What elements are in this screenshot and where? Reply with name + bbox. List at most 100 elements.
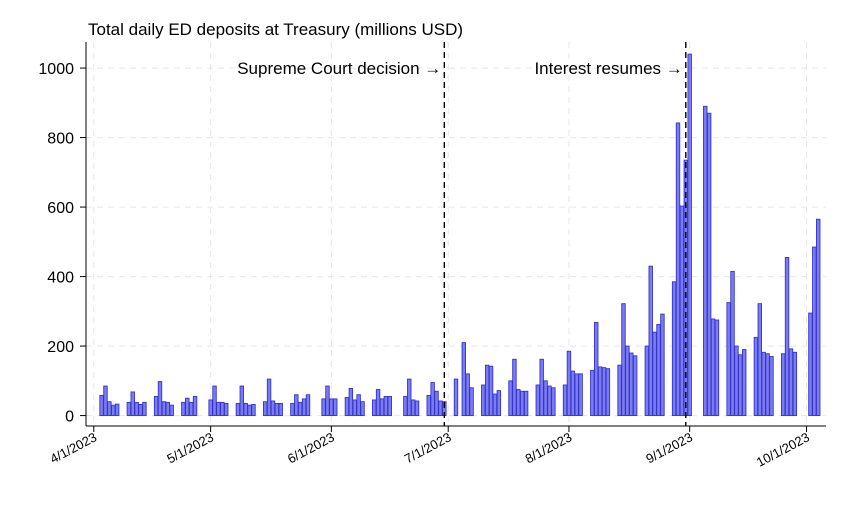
bar xyxy=(578,373,583,417)
bar xyxy=(625,345,630,417)
bar xyxy=(130,391,135,417)
bar xyxy=(481,384,486,417)
bar xyxy=(508,380,513,417)
bar xyxy=(757,303,762,417)
bar xyxy=(262,401,268,417)
bar xyxy=(594,321,599,417)
bar xyxy=(808,312,813,417)
bar xyxy=(208,399,213,417)
bar xyxy=(687,53,692,417)
bar xyxy=(621,303,626,417)
bar xyxy=(632,355,638,417)
bar xyxy=(703,105,708,417)
bar xyxy=(251,404,256,417)
bar xyxy=(617,364,622,417)
bar xyxy=(520,390,525,417)
bar xyxy=(547,385,552,417)
bar xyxy=(114,403,120,417)
bar xyxy=(157,381,163,417)
bar xyxy=(235,402,241,417)
bar xyxy=(375,389,381,417)
bar xyxy=(671,281,677,417)
bar xyxy=(333,398,338,417)
bar xyxy=(410,399,416,417)
bar xyxy=(247,404,252,417)
bar xyxy=(484,364,490,417)
grid-lines xyxy=(86,42,826,426)
bar xyxy=(652,331,657,417)
bar xyxy=(379,398,385,417)
bar xyxy=(753,336,759,417)
bar xyxy=(220,401,225,417)
x-tick-label: 5/1/2023 xyxy=(164,429,216,466)
bar xyxy=(816,218,821,417)
bar xyxy=(352,399,357,417)
bar xyxy=(298,401,303,417)
bar xyxy=(730,270,735,417)
bar xyxy=(523,390,529,417)
bar xyxy=(566,350,572,417)
bar xyxy=(679,205,685,417)
bar xyxy=(321,398,326,417)
bar xyxy=(372,399,377,417)
bar xyxy=(142,401,147,417)
y-tick-label: 800 xyxy=(47,131,74,148)
bar xyxy=(111,404,116,417)
bar xyxy=(103,385,108,417)
bar xyxy=(590,369,595,417)
bar xyxy=(126,401,132,417)
bar xyxy=(769,356,774,417)
bar xyxy=(788,348,794,417)
bar xyxy=(780,353,786,417)
annotations: Supreme Court decision → Interest resumes… xyxy=(237,59,683,78)
bar xyxy=(188,401,194,417)
bar xyxy=(161,401,167,417)
bar xyxy=(570,370,576,417)
bar xyxy=(512,358,517,417)
bar xyxy=(535,384,540,417)
x-tick-label: 4/1/2023 xyxy=(47,429,99,466)
bar xyxy=(239,385,244,417)
bar xyxy=(344,397,350,417)
bar xyxy=(492,393,498,417)
bar xyxy=(356,394,361,417)
bar xyxy=(305,394,311,417)
bar xyxy=(605,368,611,417)
bar xyxy=(99,394,104,417)
bar xyxy=(516,389,521,417)
bar xyxy=(765,353,770,417)
bar xyxy=(216,401,221,417)
bar xyxy=(329,398,334,417)
bar xyxy=(387,396,393,417)
bar xyxy=(597,366,603,417)
bar xyxy=(761,351,766,417)
supreme-court-annotation: Supreme Court decision → xyxy=(237,59,441,78)
bar xyxy=(784,257,790,417)
bar xyxy=(243,402,248,417)
y-tick-label: 200 xyxy=(47,339,74,356)
bar xyxy=(266,378,272,417)
bar xyxy=(726,302,731,417)
bar xyxy=(496,390,502,417)
bar xyxy=(414,400,420,417)
bar xyxy=(453,378,459,417)
bar xyxy=(714,319,720,417)
bar xyxy=(212,385,217,417)
bar xyxy=(224,402,229,417)
y-tick-label: 600 xyxy=(47,200,74,217)
x-tick-label: 10/1/2023 xyxy=(754,429,812,469)
bar xyxy=(438,400,443,417)
y-tick-label: 1000 xyxy=(38,61,74,78)
bar xyxy=(562,384,568,417)
bar xyxy=(360,401,365,417)
y-tick-label: 400 xyxy=(47,270,74,287)
bar xyxy=(426,394,431,417)
bar xyxy=(107,401,112,417)
bar xyxy=(169,404,174,417)
event-lines xyxy=(443,42,687,426)
bar xyxy=(301,398,307,417)
y-tick-label: 0 xyxy=(65,409,74,426)
bar xyxy=(601,367,607,417)
bar xyxy=(812,246,817,417)
bar xyxy=(153,396,159,417)
